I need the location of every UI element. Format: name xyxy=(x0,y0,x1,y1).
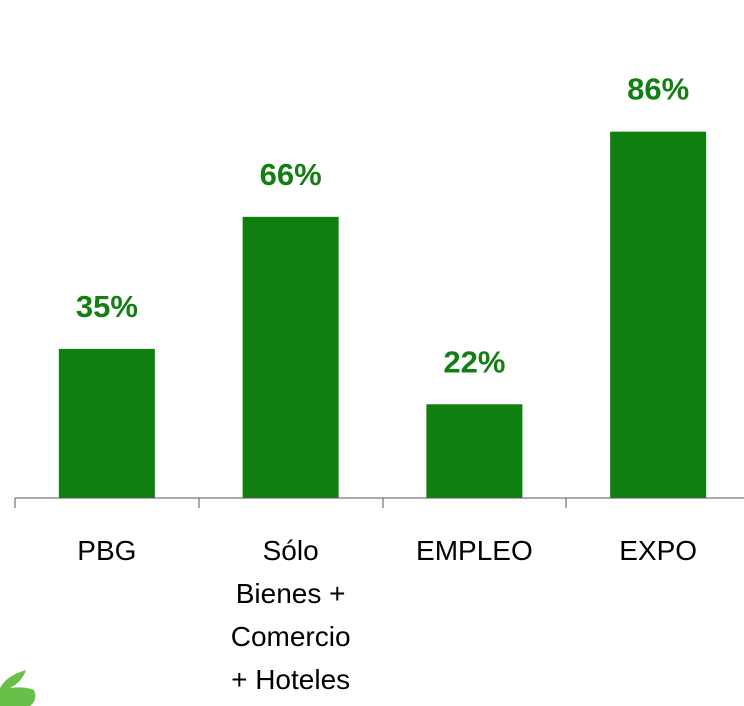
data-label: 66% xyxy=(260,157,322,192)
category-label: Sólo xyxy=(263,535,319,566)
x-axis xyxy=(14,497,744,508)
category-label: Bienes + xyxy=(236,578,346,609)
data-label: 86% xyxy=(627,72,689,107)
category-label: EMPLEO xyxy=(416,535,533,566)
bar xyxy=(242,216,339,498)
data-label: 35% xyxy=(76,289,138,324)
category-label: EXPO xyxy=(619,535,697,566)
category-labels-group: PBG Sólo Bienes + Comercio + Hoteles EMPLEO EX… xyxy=(77,535,697,695)
bar xyxy=(426,404,523,498)
data-labels-group: 35% 66% 22% 86% xyxy=(76,72,689,380)
category-label: + Hoteles xyxy=(231,664,350,695)
leaf-logo-icon xyxy=(0,666,50,706)
bar xyxy=(58,348,155,498)
bars-group xyxy=(58,131,707,498)
data-label: 22% xyxy=(443,344,505,379)
category-label: Comercio xyxy=(231,621,351,652)
bar xyxy=(610,131,707,498)
category-label: PBG xyxy=(77,535,136,566)
